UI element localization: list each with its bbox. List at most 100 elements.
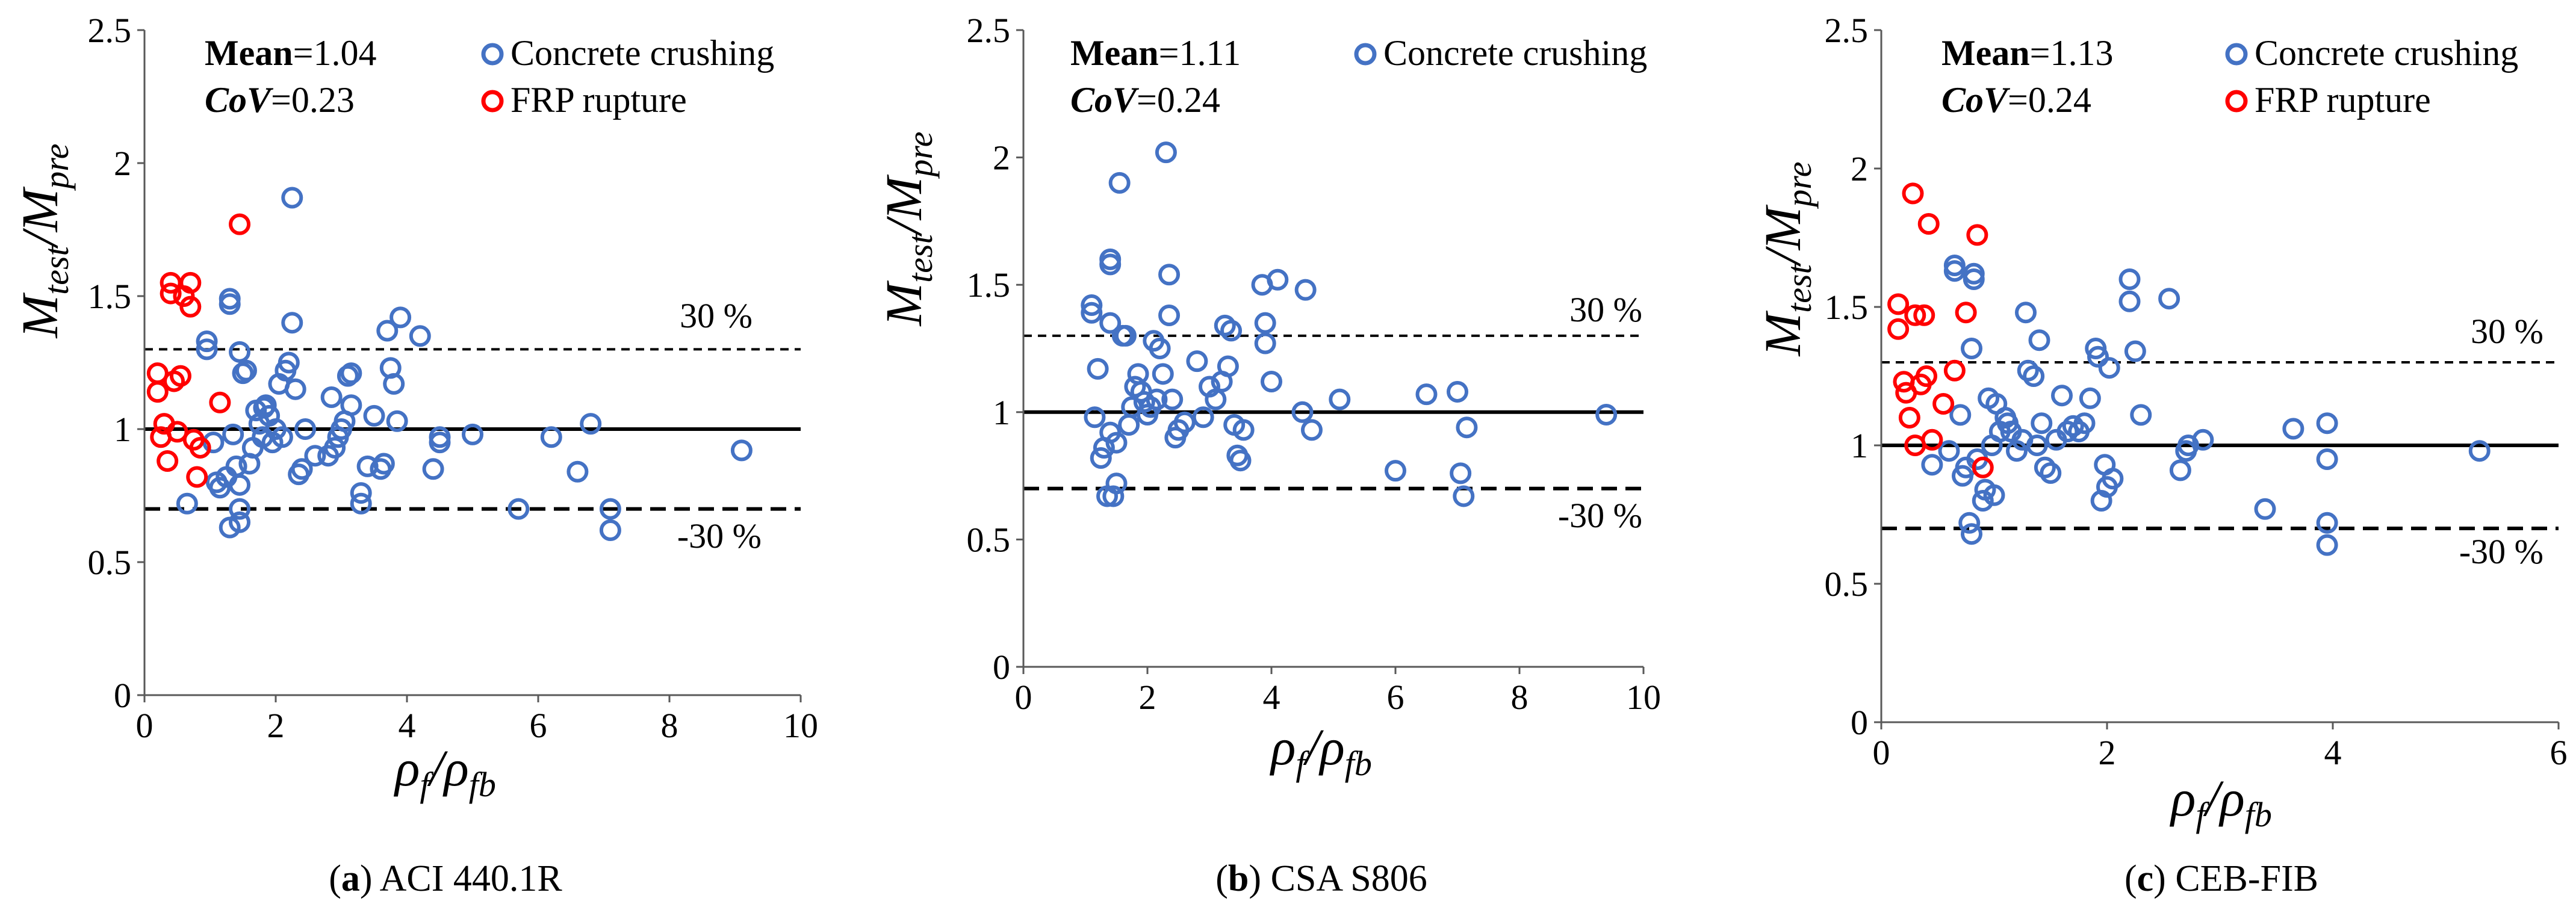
- panel-c-point-rupture: [1902, 182, 1924, 205]
- panel-a-point-rupture: [166, 421, 188, 443]
- panel-a-point-crushing: [222, 423, 244, 445]
- panel-a-point-crushing: [271, 426, 293, 448]
- panel-c-point-crushing: [2192, 429, 2214, 451]
- panel-b-point-crushing: [1087, 357, 1109, 380]
- panel-a-point-crushing: [350, 492, 372, 515]
- panel-a-point-crushing: [229, 474, 251, 496]
- panel-c-ytick-label: 0.5: [1825, 565, 1869, 604]
- panel-b-point-crushing: [1158, 264, 1181, 286]
- panel-a-ytick-label: 2.5: [88, 11, 132, 50]
- panel-a-upper-band-label: 30 %: [680, 296, 753, 335]
- panel-a-legend-crushing-marker: [481, 43, 504, 66]
- panel-a-point-rupture: [179, 271, 202, 294]
- panel-b-ytick-label: 1.5: [967, 265, 1011, 305]
- panel-b-ytick-label: 0: [993, 648, 1010, 687]
- panel-b-point-crushing: [1450, 462, 1472, 484]
- panel-c-point-crushing: [2098, 357, 2120, 379]
- panel-c-point-crushing: [2026, 435, 2048, 456]
- panel-c-xtick-label: 2: [2099, 733, 2116, 772]
- panel-b-point-crushing: [1155, 141, 1177, 164]
- panel-a-xtick-label: 10: [783, 706, 818, 745]
- panel-b-xtick-label: 4: [1263, 678, 1280, 717]
- panel-a-point-crushing: [176, 492, 198, 515]
- panel-a-point-crushing: [429, 426, 451, 448]
- panel-b-point-crushing: [1161, 388, 1184, 410]
- svg-text:Mtest/Mpre: Mtest/Mpre: [1754, 162, 1819, 357]
- panel-a-points: [146, 187, 753, 541]
- panel-c-point-rupture: [1955, 302, 1977, 324]
- panel-c-point-crushing: [2316, 512, 2338, 534]
- panel-a-point-crushing: [390, 306, 412, 329]
- panel-c-point-crushing: [2017, 359, 2039, 382]
- panel-a-point-crushing: [291, 458, 313, 480]
- panel-a-mean: Mean=1.04: [205, 33, 376, 73]
- panel-c-ytick-label: 0: [1851, 703, 1868, 742]
- panel-c-point-crushing: [2040, 462, 2062, 484]
- panel-a-point-crushing: [304, 445, 326, 467]
- panel-c-point-crushing: [2028, 329, 2050, 351]
- panel-a-point-crushing: [320, 386, 343, 408]
- panel-c-point-crushing: [1921, 454, 1943, 476]
- panel-c-point-crushing: [2316, 448, 2338, 470]
- panel-a-legend-crushing: Concrete crushing: [511, 33, 774, 73]
- panel-c-legend-crushing-marker: [2225, 43, 2248, 66]
- panel-b-xlabel: ρf/ρfb: [1269, 718, 1372, 783]
- panel-b-point-crushing: [1595, 404, 1618, 426]
- panel-c-point-crushing: [2316, 534, 2338, 556]
- panel-c-point-crushing: [2073, 412, 2096, 435]
- panel-a-caption: (a) ACI 440.1R: [329, 858, 562, 899]
- panel-a-ytick-label: 0.5: [88, 543, 132, 582]
- panel-a-ylabel: Mtest/Mpre: [11, 144, 76, 339]
- panel-a-point-rupture: [209, 391, 231, 413]
- panel-a-point-crushing: [337, 365, 359, 387]
- panel-b-point-crushing: [1108, 172, 1131, 194]
- panel-a-point-rupture: [157, 450, 179, 472]
- panel-c-point-crushing: [2124, 340, 2146, 362]
- panel-c-ytick-label: 1.5: [1825, 288, 1869, 327]
- panel-b-point-crushing: [1267, 268, 1289, 291]
- panel-b-point-crushing: [1453, 485, 1475, 507]
- panel-a-point-crushing: [255, 394, 277, 416]
- panel-b-legend-crushing-marker: [1354, 43, 1377, 66]
- panel-b-xtick-label: 6: [1387, 678, 1404, 717]
- panel-c-upper-band-label: 30 %: [2471, 312, 2543, 351]
- panel-a-point-crushing: [462, 423, 483, 445]
- panel-c-point-crushing: [1949, 404, 1972, 426]
- panel-b: 0 2 4 6 8 10 00.511.522.5 Mean=1.11 CoV=0.24 …: [875, 11, 1661, 899]
- svg-text:Mtest/Mpre: Mtest/Mpre: [11, 144, 76, 339]
- panel-c-point-crushing: [1961, 338, 1982, 359]
- panel-a-point-rupture: [160, 282, 182, 305]
- panel-c-point-crushing: [1938, 440, 1960, 462]
- panel-c-point-crushing: [1943, 255, 1966, 276]
- panel-a-point-crushing: [376, 320, 399, 342]
- panel-a-point-crushing: [566, 460, 589, 483]
- panel-c-ylabel: Mtest/Mpre: [1754, 162, 1819, 357]
- panel-b-point-crushing: [1118, 413, 1140, 436]
- panel-a-point-rupture: [179, 296, 202, 318]
- panel-a-xlabel: ρf/ρfb: [393, 739, 496, 804]
- panel-b-point-crushing: [1152, 363, 1174, 385]
- panel-a-point-crushing: [383, 373, 405, 395]
- panel-a-point-crushing: [409, 325, 431, 347]
- panel-a-point-crushing: [209, 477, 231, 499]
- panel-c-point-rupture: [1966, 224, 1988, 246]
- panel-c-point-rupture: [1921, 429, 1943, 451]
- panel-a-cov: CoV=0.23: [205, 80, 355, 120]
- panel-b-xtick-label: 8: [1511, 678, 1529, 717]
- panel-a-point-crushing: [294, 418, 317, 440]
- panel-b-point-crushing: [1149, 338, 1171, 359]
- panel-c-point-crushing: [2102, 468, 2124, 490]
- panel-c-point-rupture: [1887, 318, 1910, 340]
- panel-a-point-crushing: [281, 312, 303, 334]
- panel-c-point-crushing: [2034, 456, 2056, 478]
- panel-a-point-crushing: [580, 413, 602, 435]
- panel-c-xtick-label: 0: [1873, 733, 1890, 772]
- panel-c-point-rupture: [1898, 407, 1920, 429]
- panel-a-point-rupture: [229, 213, 251, 235]
- panel-b-point-crushing: [1232, 419, 1255, 441]
- panel-a-point-crushing: [196, 338, 218, 361]
- panel-c-legend-rupture: FRP rupture: [2255, 80, 2431, 120]
- panel-b-mean: Mean=1.11: [1070, 33, 1241, 73]
- panel-a-point-crushing: [599, 519, 621, 541]
- panel-c-point-crushing: [2130, 404, 2152, 426]
